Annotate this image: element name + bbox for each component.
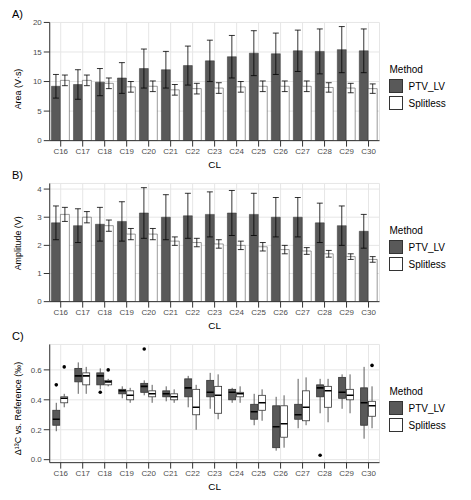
svg-text:C29: C29 — [339, 308, 354, 317]
html-text:PTV_LV: PTV_LV — [408, 402, 445, 414]
svg-text:C20: C20 — [141, 147, 156, 156]
html-text:A): A) — [12, 8, 23, 20]
svg-text:C30: C30 — [361, 147, 376, 156]
svg-text:C30: C30 — [361, 469, 376, 478]
svg-text:C26: C26 — [273, 308, 288, 317]
svg-text:C19: C19 — [119, 308, 134, 317]
svg-text:C28: C28 — [317, 469, 332, 478]
svg-text:C24: C24 — [229, 147, 244, 156]
svg-text:3: 3 — [37, 213, 42, 222]
svg-text:1: 1 — [37, 269, 42, 278]
svg-text:5: 5 — [37, 107, 42, 116]
svg-text:C24: C24 — [229, 308, 244, 317]
svg-text:Area (V·s): Area (V·s) — [13, 69, 23, 110]
svg-text:C25: C25 — [251, 308, 266, 317]
svg-text:C17: C17 — [75, 147, 90, 156]
svg-text:CL: CL — [208, 481, 221, 491]
svg-text:C23: C23 — [207, 469, 222, 478]
html-text:B): B) — [12, 169, 23, 181]
svg-text:C22: C22 — [185, 469, 200, 478]
html-text:Splitless: Splitless — [408, 97, 446, 109]
svg-text:Amplitude (V): Amplitude (V) — [13, 216, 23, 270]
svg-text:C26: C26 — [273, 469, 288, 478]
svg-text:C27: C27 — [295, 147, 310, 156]
svg-text:4: 4 — [37, 185, 42, 194]
svg-text:Δ¹³C vs. Reference (‰): Δ¹³C vs. Reference (‰) — [13, 362, 23, 455]
svg-text:C17: C17 — [75, 308, 90, 317]
html-text:C): C) — [12, 330, 24, 342]
html-text:Method: Method — [389, 386, 423, 397]
svg-text:C19: C19 — [119, 469, 134, 478]
svg-text:0: 0 — [37, 136, 42, 145]
svg-text:C27: C27 — [295, 308, 310, 317]
svg-text:2: 2 — [37, 241, 42, 250]
html-text:Method: Method — [389, 225, 423, 236]
svg-text:CL: CL — [208, 320, 221, 330]
svg-text:C23: C23 — [207, 147, 222, 156]
svg-text:C24: C24 — [229, 469, 244, 478]
svg-text:C22: C22 — [185, 147, 200, 156]
svg-text:C21: C21 — [163, 147, 178, 156]
svg-text:C26: C26 — [273, 147, 288, 156]
svg-text:C28: C28 — [317, 308, 332, 317]
svg-text:C20: C20 — [141, 469, 156, 478]
svg-text:C18: C18 — [97, 147, 112, 156]
svg-text:C16: C16 — [53, 308, 68, 317]
svg-text:C29: C29 — [339, 469, 354, 478]
svg-text:CL: CL — [208, 159, 221, 169]
svg-text:C27: C27 — [295, 469, 310, 478]
html-text:PTV_LV: PTV_LV — [408, 241, 445, 253]
svg-text:0.0: 0.0 — [31, 455, 43, 464]
svg-text:0.2: 0.2 — [31, 426, 43, 435]
svg-text:0.4: 0.4 — [31, 396, 43, 405]
svg-text:C30: C30 — [361, 308, 376, 317]
html-text:Splitless: Splitless — [408, 258, 446, 270]
svg-text:20: 20 — [33, 18, 42, 27]
svg-text:C23: C23 — [207, 308, 222, 317]
svg-text:C21: C21 — [163, 469, 178, 478]
svg-text:C22: C22 — [185, 308, 200, 317]
svg-text:C17: C17 — [75, 469, 90, 478]
svg-text:C18: C18 — [97, 469, 112, 478]
svg-text:0.6: 0.6 — [31, 366, 43, 375]
svg-text:C16: C16 — [53, 147, 68, 156]
html-text:Splitless: Splitless — [408, 419, 446, 431]
html-text:Method: Method — [389, 64, 423, 75]
svg-text:C25: C25 — [251, 469, 266, 478]
svg-text:0: 0 — [37, 297, 42, 306]
svg-text:C21: C21 — [163, 308, 178, 317]
svg-text:15: 15 — [33, 48, 42, 57]
svg-text:C16: C16 — [53, 469, 68, 478]
svg-text:C20: C20 — [141, 308, 156, 317]
svg-text:C28: C28 — [317, 147, 332, 156]
svg-text:C18: C18 — [97, 308, 112, 317]
svg-text:C29: C29 — [339, 147, 354, 156]
svg-text:C19: C19 — [119, 147, 134, 156]
svg-text:10: 10 — [33, 77, 42, 86]
svg-text:C25: C25 — [251, 147, 266, 156]
html-text:PTV_LV: PTV_LV — [408, 80, 445, 92]
